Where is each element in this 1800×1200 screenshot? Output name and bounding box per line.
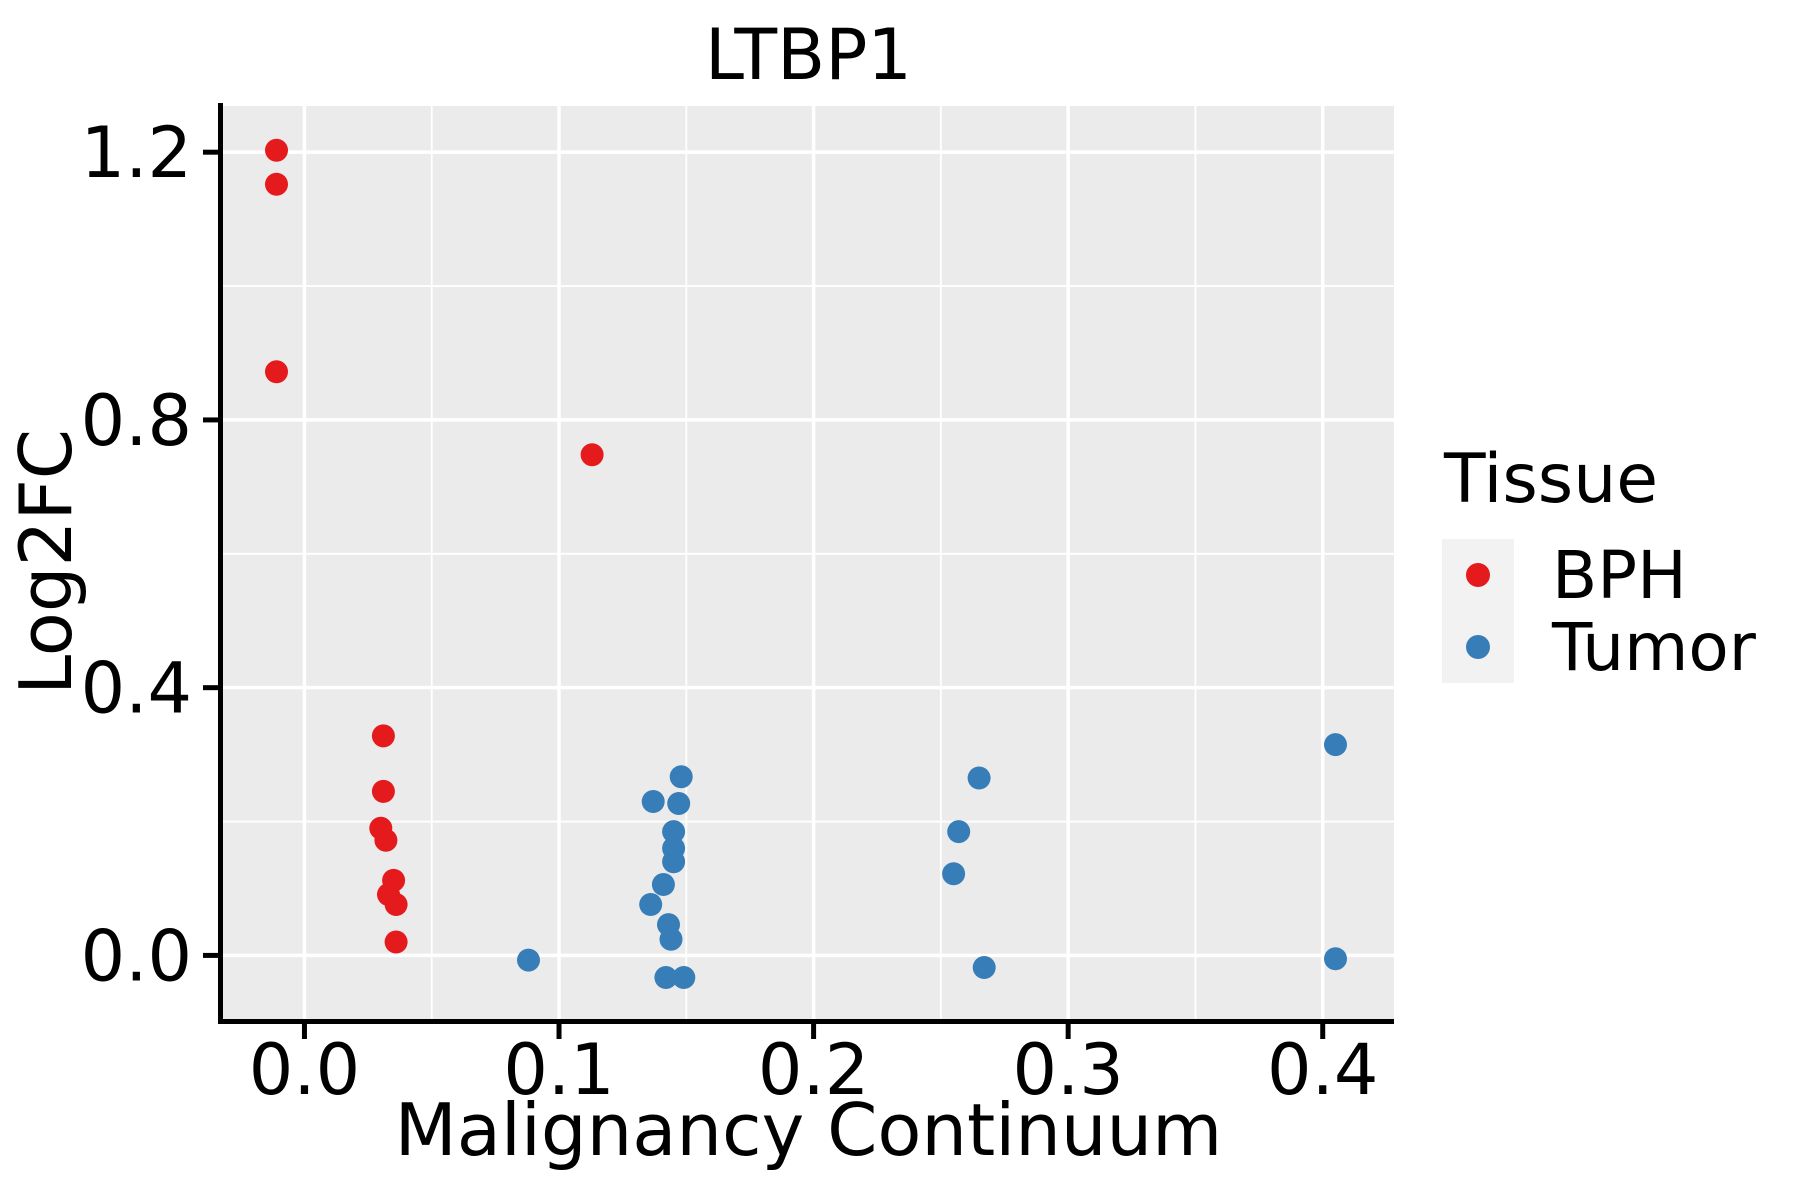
svg-text:0.8: 0.8: [81, 380, 192, 462]
chart-title: LTBP1: [705, 14, 912, 96]
tumor-dot-icon: [1466, 635, 1490, 659]
svg-text:0.0: 0.0: [81, 915, 192, 997]
legend-title: Tissue: [1444, 440, 1659, 519]
svg-text:0.4: 0.4: [81, 648, 192, 730]
bph-dot-icon: [1466, 563, 1490, 587]
svg-text:0.3: 0.3: [1012, 1029, 1123, 1111]
svg-text:0.2: 0.2: [758, 1029, 869, 1111]
legend-label-bph: BPH: [1552, 536, 1687, 614]
x-axis-title: Malignancy Continuum: [394, 1088, 1223, 1172]
svg-text:0.4: 0.4: [1267, 1029, 1378, 1111]
legend-item-tumor: Tumor: [1442, 608, 1756, 686]
svg-text:0.0: 0.0: [249, 1029, 360, 1111]
legend-key-tumor: [1442, 611, 1514, 683]
svg-text:1.2: 1.2: [81, 112, 192, 194]
legend-key-bph: [1442, 539, 1514, 611]
svg-text:0.1: 0.1: [503, 1029, 614, 1111]
legend: Tissue BPH Tumor: [1442, 438, 1756, 686]
legend-label-tumor: Tumor: [1552, 608, 1756, 686]
legend-item-bph: BPH: [1442, 536, 1756, 614]
